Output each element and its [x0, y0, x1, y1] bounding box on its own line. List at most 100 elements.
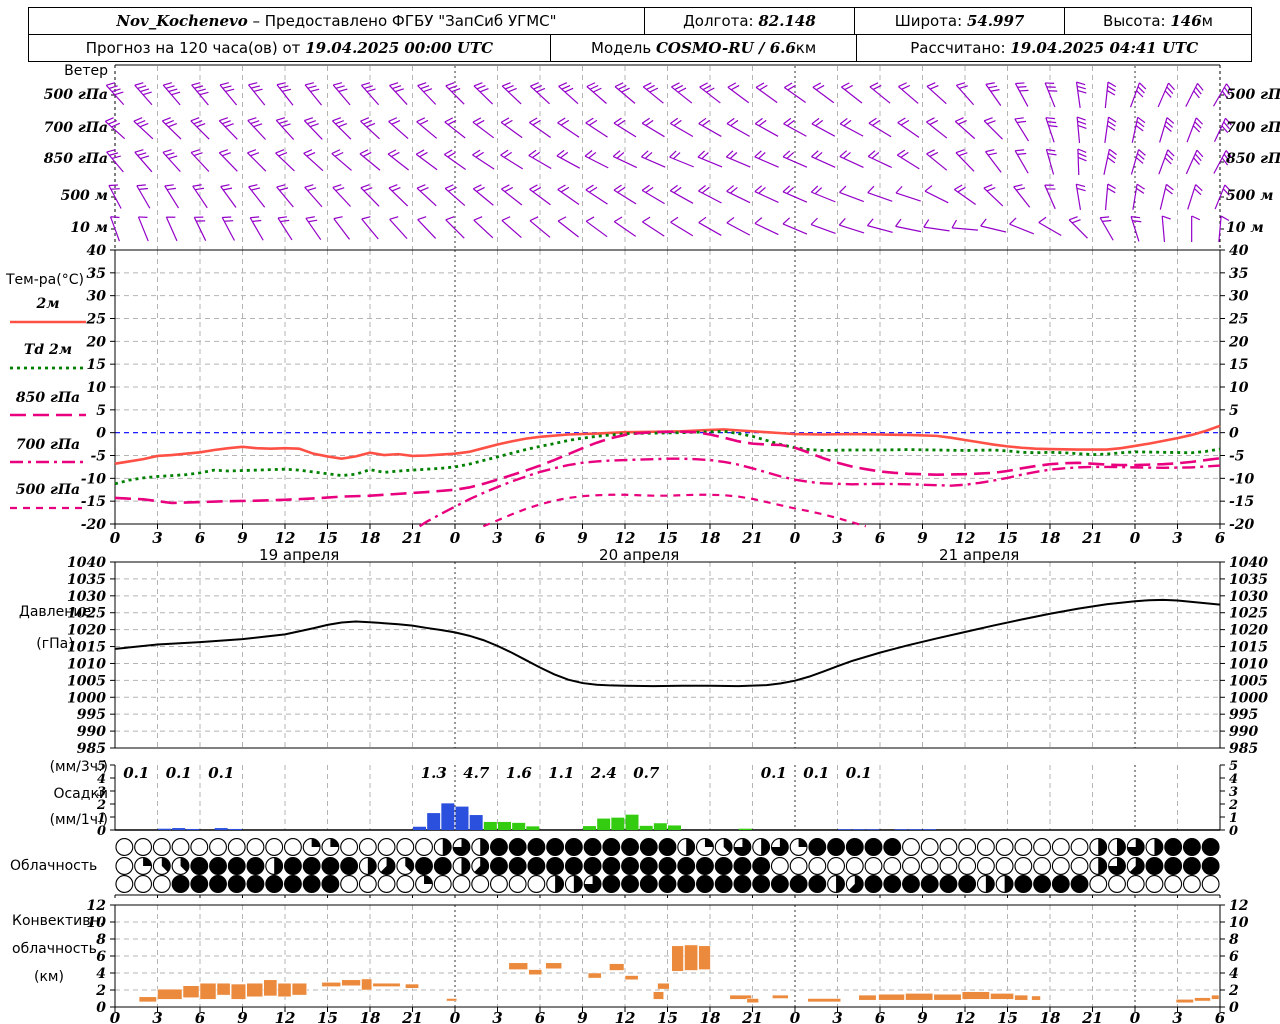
- convective-block: [291, 982, 307, 996]
- convective-block: [807, 998, 841, 1003]
- svg-text:10: 10: [87, 380, 107, 396]
- precipitation-panel: 0 01 12 23 34 45 50.1 0.1 0.1 1.3 4.7 1.6 1.1 2.4 0.7 0…: [96, 759, 1238, 839]
- svg-text:995: 995: [77, 707, 106, 723]
- svg-text:0: 0: [790, 529, 801, 547]
- header-row-2: Прогноз на 120 часа(ов) от 19.04.2025 00…: [28, 34, 1252, 62]
- precip-bar: [738, 828, 752, 830]
- svg-text:1.3: 1.3: [421, 764, 447, 782]
- svg-text:8: 8: [1229, 932, 1239, 948]
- svg-text:12: 12: [955, 1009, 976, 1024]
- precip-bar: [625, 814, 639, 830]
- header1-segment-1: Долгота: 82.148: [643, 8, 854, 34]
- svg-text:9: 9: [917, 1009, 928, 1024]
- header1-segment-0: Nov_Kochenevo – Предоставлено ФГБУ "ЗапС…: [116, 12, 557, 30]
- pressure-line: [114, 598, 1221, 688]
- svg-text:0: 0: [790, 1009, 801, 1024]
- precip-bar: [597, 818, 611, 830]
- svg-text:0.1: 0.1: [846, 764, 872, 782]
- svg-text:6: 6: [1215, 529, 1226, 547]
- svg-text:2: 2: [1228, 798, 1238, 813]
- convective-block: [157, 988, 183, 1000]
- svg-text:5: 5: [1229, 403, 1239, 419]
- svg-text:25: 25: [1228, 312, 1248, 328]
- svg-text:0: 0: [450, 1009, 461, 1024]
- svg-text:25: 25: [86, 312, 106, 328]
- convective-block: [199, 982, 217, 1000]
- convective-block: [657, 982, 670, 990]
- precip-bar: [866, 829, 880, 830]
- temp-series-2: [114, 430, 1221, 505]
- cloudiness-panel: [114, 838, 1221, 898]
- convective-block: [372, 982, 401, 987]
- svg-text:2: 2: [1228, 983, 1239, 999]
- svg-text:-5: -5: [1229, 449, 1245, 465]
- svg-text:1010: 1010: [1229, 656, 1268, 672]
- svg-text:0.1: 0.1: [803, 764, 829, 782]
- convective-block: [405, 983, 419, 989]
- wind-barb-row-0: [105, 81, 1233, 108]
- gridlines: [157, 66, 1178, 1007]
- svg-text:3: 3: [1172, 529, 1182, 547]
- convective-block: [216, 982, 231, 996]
- svg-text:0: 0: [97, 824, 106, 839]
- precip-bar: [483, 821, 497, 830]
- convective-block: [624, 975, 639, 981]
- svg-text:6: 6: [1229, 949, 1239, 965]
- svg-text:6: 6: [195, 1009, 206, 1024]
- convective-block: [1194, 997, 1211, 1002]
- precip-bar: [469, 815, 483, 830]
- svg-text:18: 18: [700, 1009, 721, 1024]
- precip-bar: [611, 817, 625, 830]
- svg-text:21: 21: [1081, 1009, 1103, 1024]
- convective-panel-title-1: Конвективн.: [12, 913, 105, 929]
- precip-bar: [186, 828, 200, 830]
- svg-text:2: 2: [96, 798, 106, 813]
- legend-t850-label: 850 гПа: [15, 390, 81, 406]
- svg-text:9: 9: [917, 529, 928, 547]
- precip-bar: [852, 829, 866, 830]
- wind-level-500hpa: 500 гПа: [43, 87, 108, 103]
- convective-block: [609, 963, 625, 971]
- wind-level-700hpa-right: 700 гПа: [1226, 120, 1280, 136]
- svg-text:18: 18: [1040, 1009, 1061, 1024]
- precip-bar: [455, 806, 469, 830]
- svg-text:15: 15: [997, 529, 1018, 547]
- svg-text:3: 3: [1172, 1009, 1182, 1024]
- svg-text:18: 18: [1040, 529, 1061, 547]
- svg-text:21: 21: [401, 1009, 423, 1024]
- svg-text:10: 10: [1229, 380, 1249, 396]
- svg-text:1030: 1030: [1229, 589, 1268, 605]
- legend-t500-label: 500 гПа: [15, 482, 81, 498]
- header-row-1: Nov_Kochenevo – Предоставлено ФГБУ "ЗапС…: [28, 7, 1252, 35]
- svg-text:0.1: 0.1: [208, 764, 234, 782]
- svg-text:21: 21: [741, 1009, 763, 1024]
- svg-text:6: 6: [875, 529, 886, 547]
- svg-text:-15: -15: [81, 494, 106, 510]
- svg-text:0.1: 0.1: [166, 764, 192, 782]
- svg-text:1000: 1000: [67, 690, 106, 706]
- svg-text:990: 990: [77, 724, 106, 740]
- svg-text:0: 0: [1229, 426, 1239, 442]
- svg-text:6: 6: [96, 949, 106, 965]
- precip-bar: [526, 826, 540, 830]
- svg-text:4: 4: [97, 772, 106, 787]
- temperature-panel: -20 -20 -15 -15 -10 -10 -5 -5 0 0 5 5 10 10 15 15 20 20 25…: [81, 243, 1255, 533]
- pressure-panel-title: Давление: [18, 604, 92, 620]
- svg-text:15: 15: [657, 1009, 678, 1024]
- svg-text:1.6: 1.6: [506, 764, 533, 782]
- convective-block: [905, 993, 934, 1001]
- wind-level-500hpa-right: 500 гПа: [1226, 87, 1280, 103]
- svg-text:10: 10: [87, 915, 107, 931]
- convective-block: [746, 998, 759, 1003]
- convective-block: [653, 991, 664, 1000]
- svg-text:2: 2: [95, 983, 106, 999]
- svg-text:19 апреля: 19 апреля: [259, 546, 339, 564]
- svg-text:1040: 1040: [1229, 555, 1268, 571]
- svg-text:1025: 1025: [1229, 606, 1268, 622]
- svg-text:1005: 1005: [1229, 673, 1268, 689]
- convective-block: [277, 982, 292, 998]
- legend-t2m-label: 2м: [36, 296, 60, 312]
- svg-text:1035: 1035: [67, 572, 106, 588]
